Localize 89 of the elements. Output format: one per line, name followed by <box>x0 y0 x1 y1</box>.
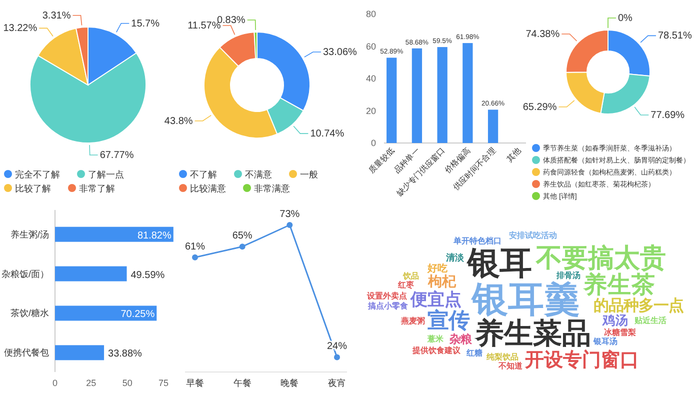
y-tick-label: 便携代餐包 <box>4 348 49 358</box>
text: 0% <box>618 13 632 24</box>
data-label: 70.25% <box>120 309 155 320</box>
y-tick-label: 0 <box>370 138 376 148</box>
category-label: 纯梨饮品 <box>486 352 519 362</box>
category-label: 红糖 <box>465 348 482 358</box>
point <box>286 222 293 228</box>
data-label: 43.8% <box>164 116 193 127</box>
x-tick-label: 夜宵 <box>328 378 346 388</box>
bar <box>55 306 157 321</box>
bar <box>462 43 473 143</box>
legend-label: 完全不了解 <box>15 169 60 180</box>
x-tick-label: 50 <box>122 378 132 388</box>
bar <box>55 345 104 360</box>
x-tick-label: 午餐 <box>233 378 252 388</box>
legend-label: 非常了解 <box>79 183 115 194</box>
legend-label: 不满意 <box>245 169 272 180</box>
data-label: 67.77% <box>100 150 134 161</box>
bar <box>412 48 422 143</box>
category-label: 饮品 <box>402 272 420 281</box>
category-label: 银耳 <box>466 244 532 281</box>
category-label: 单开特色档口 <box>452 236 502 246</box>
point <box>239 244 246 250</box>
data-label: 77.69% <box>650 110 685 122</box>
legend-label: 一般 <box>300 169 318 180</box>
data-label: 81.82% <box>137 230 172 242</box>
data-label: 13.22% <box>3 23 38 34</box>
category-label: 便宜点 <box>409 288 462 309</box>
category-label: 银耳汤 <box>592 336 618 346</box>
x-tick-label: 25 <box>86 378 96 388</box>
data-label: 61% <box>184 241 206 252</box>
y-tick-label: （杂粮饭/面） <box>0 268 49 279</box>
bar <box>55 266 127 282</box>
category-label: 红枣 <box>397 280 414 290</box>
category-label: 不要搞太贵 <box>534 242 666 272</box>
legend-label: 不了解 <box>190 169 217 180</box>
data-label: 78.51% <box>658 30 692 42</box>
category-label: 搞点小零食 <box>367 302 408 311</box>
category-label: 好吃 <box>426 262 448 274</box>
y-tick-label: 养生粥/汤 <box>10 229 49 240</box>
y-tick-label: 40 <box>366 74 376 84</box>
category-label: 宣传 <box>427 308 470 333</box>
category-label: 设置外卖点 <box>366 291 408 300</box>
data-label: 33.88% <box>108 348 142 360</box>
category-label: 不知道 <box>498 361 524 370</box>
y-tick-label: 20 <box>366 106 376 116</box>
category-label: 开设专门窗口 <box>524 348 640 371</box>
data-label: 10.74% <box>310 128 344 140</box>
category-label: 薏米 <box>426 334 445 344</box>
point <box>334 354 340 360</box>
category-label: 提供饮食建议 <box>412 346 462 355</box>
data-label: 65% <box>232 230 252 242</box>
y-tick-label: 80 <box>366 9 376 19</box>
bar <box>386 58 397 143</box>
category-label: 的品种多一点 <box>593 298 684 315</box>
category-label: 枸杞 <box>427 273 458 290</box>
x-tick-label: 0 <box>52 378 58 388</box>
data-label: 3.31% <box>42 10 71 22</box>
category-label: 贴近生活 <box>633 316 666 325</box>
category-label: 燕麦粥 <box>400 316 425 326</box>
data-label: 33.06% <box>323 47 358 58</box>
x-tick-label: 75 <box>158 378 169 388</box>
category-label: 杂粮 <box>448 332 472 346</box>
category-label: 清淡 <box>445 252 466 263</box>
y-tick-label: 60 <box>366 41 376 52</box>
legend-label: 比较满意 <box>190 183 226 194</box>
point <box>192 254 198 260</box>
data-label: 15.7% <box>131 18 160 30</box>
category-label: 养生茶 <box>582 272 656 299</box>
category-label: 鸡汤 <box>602 314 629 328</box>
data-label: 11.57% <box>188 20 221 32</box>
category-label: 排骨汤 <box>556 270 581 280</box>
legend-label: 非常满意 <box>254 183 290 194</box>
data-label: 73% <box>280 209 300 220</box>
data-label: 74.38% <box>526 28 560 40</box>
bar <box>488 110 498 143</box>
legend-label: 了解一点 <box>88 169 124 180</box>
x-tick-label: 晚餐 <box>280 378 299 388</box>
x-tick-label: 其他 <box>505 146 523 164</box>
category-label: 冰糖雪梨 <box>604 328 636 338</box>
category-label: 安排试吃活动 <box>509 230 558 240</box>
x-tick-label: 早餐 <box>186 378 204 388</box>
data-label: 65.29% <box>522 102 557 113</box>
bar <box>437 47 448 143</box>
bar <box>55 226 174 242</box>
category-label: 银耳羹 <box>470 278 580 320</box>
data-label: 49.59% <box>130 270 165 281</box>
legend-label: 比较了解 <box>15 183 51 194</box>
y-tick-label: 茶饮/糖水 <box>10 308 49 318</box>
